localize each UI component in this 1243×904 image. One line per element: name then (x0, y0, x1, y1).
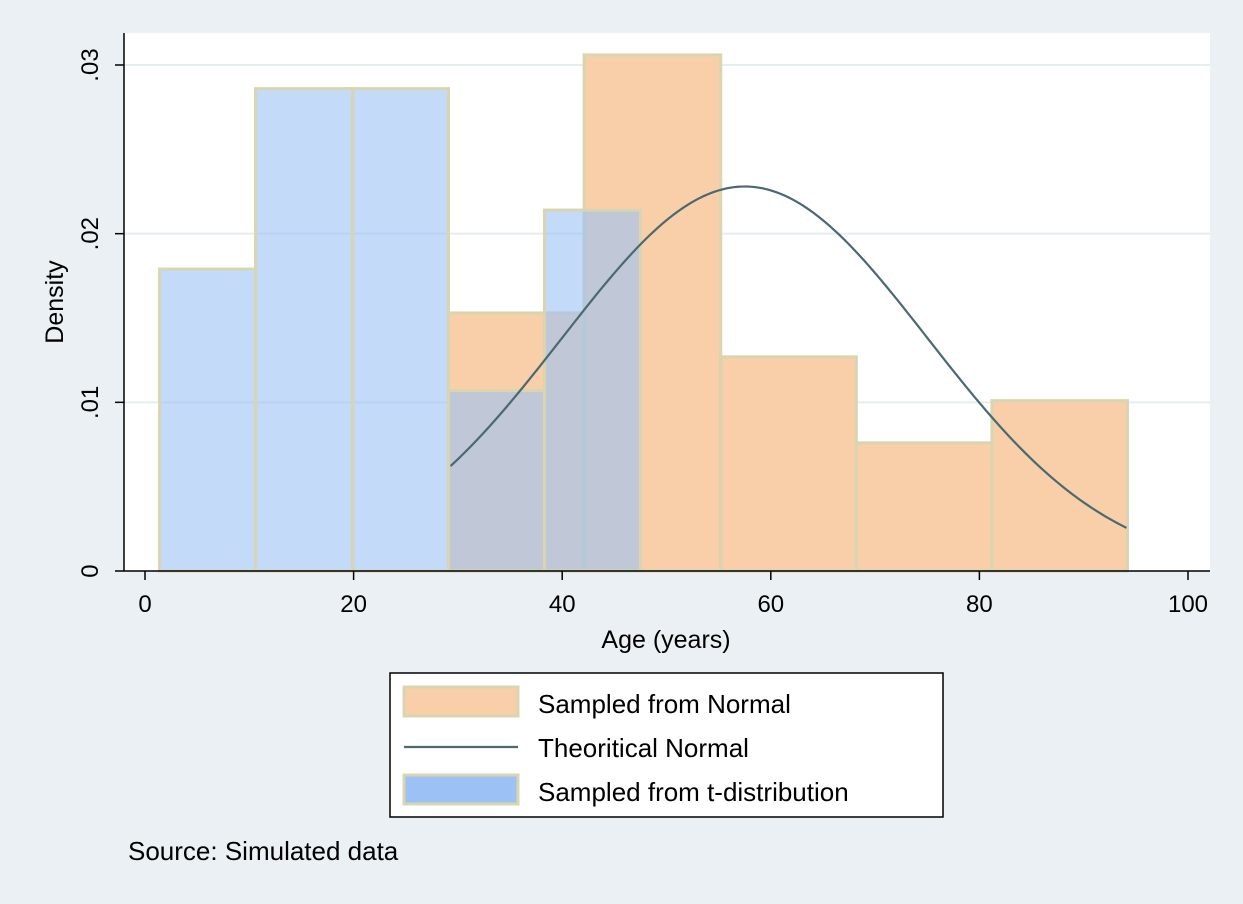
legend-swatch-normal-sample (402, 685, 520, 718)
x-axis-title: Age (years) (601, 626, 730, 654)
x-ticks: 0 20 40 60 80 100 (138, 571, 1208, 618)
y-tick-label-2: .02 (77, 217, 104, 250)
t-sample-bar-0 (158, 267, 258, 573)
legend-label-theoretical-normal: Theoritical Normal (538, 733, 749, 763)
legend-label-normal-sample: Sampled from Normal (538, 689, 791, 719)
legend-swatch-t-sample (402, 773, 520, 806)
t-sample-bar-4 (542, 208, 642, 573)
x-tick-label-2: 40 (549, 591, 576, 618)
y-tick-label-1: .01 (77, 386, 104, 419)
t-sample-bar-2 (351, 87, 451, 573)
x-tick-label-3: 60 (757, 591, 784, 618)
normal-sample-bar-4 (990, 399, 1130, 573)
t-sample-bars (158, 87, 642, 573)
legend: Sampled from Normal Theoritical Normal S… (389, 672, 944, 818)
t-sample-bar-3 (447, 389, 546, 573)
source-note: Source: Simulated data (128, 836, 399, 866)
y-tick-label-3: .03 (77, 48, 104, 81)
x-tick-label-1: 20 (340, 591, 367, 618)
x-tick-label-4: 80 (966, 591, 993, 618)
normal-sample-bar-2 (719, 355, 858, 573)
x-tick-label-0: 0 (138, 591, 151, 618)
t-sample-bar-1 (254, 87, 355, 573)
y-ticks: 0 .01 .02 .03 (77, 48, 124, 578)
legend-label-t-sample: Sampled from t-distribution (538, 777, 849, 807)
normal-sample-bar-3 (854, 441, 994, 573)
y-tick-label-0: 0 (77, 564, 104, 577)
x-tick-label-5: 100 (1168, 591, 1208, 618)
theoretical-normal-curve (449, 185, 1127, 529)
y-axis-title: Density (41, 260, 69, 344)
axes (123, 33, 1210, 572)
